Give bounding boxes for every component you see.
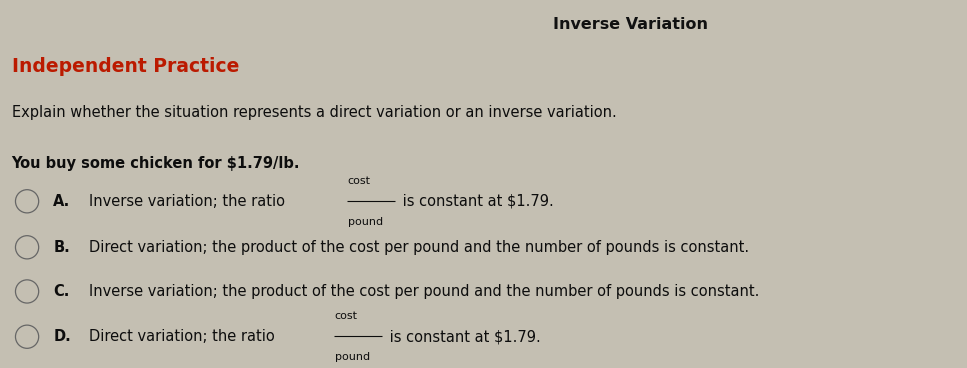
Text: D.: D. — [53, 329, 71, 344]
Text: Direct variation; the product of the cost per pound and the number of pounds is : Direct variation; the product of the cos… — [89, 240, 749, 255]
Text: pound: pound — [335, 352, 369, 362]
Text: Direct variation; the ratio: Direct variation; the ratio — [89, 329, 279, 344]
Text: cost: cost — [335, 311, 358, 322]
Text: cost: cost — [348, 176, 370, 186]
Text: Inverse Variation: Inverse Variation — [553, 17, 708, 32]
Text: You buy some chicken for $1.79/lb.: You buy some chicken for $1.79/lb. — [12, 156, 300, 171]
Text: C.: C. — [53, 284, 70, 299]
Text: Inverse variation; the ratio: Inverse variation; the ratio — [89, 194, 289, 209]
Text: pound: pound — [348, 216, 383, 227]
Text: is constant at $1.79.: is constant at $1.79. — [398, 194, 554, 209]
Text: B.: B. — [53, 240, 70, 255]
Text: A.: A. — [53, 194, 71, 209]
Text: Explain whether the situation represents a direct variation or an inverse variat: Explain whether the situation represents… — [12, 105, 616, 120]
Text: Independent Practice: Independent Practice — [12, 57, 239, 76]
Text: Inverse variation; the product of the cost per pound and the number of pounds is: Inverse variation; the product of the co… — [89, 284, 759, 299]
Text: is constant at $1.79.: is constant at $1.79. — [385, 329, 541, 344]
